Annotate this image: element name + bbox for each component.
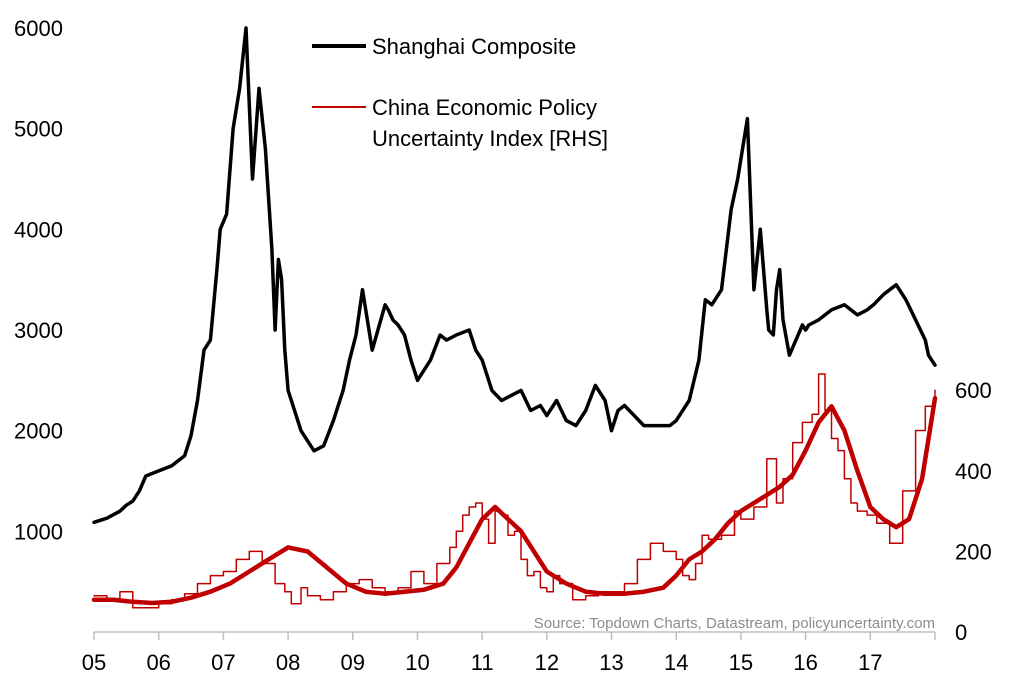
series-line-epu-smoothed: [91, 395, 938, 606]
x-tick-marks: [93, 632, 936, 640]
x-tick-label: 17: [858, 650, 882, 675]
x-tick-label: 15: [729, 650, 753, 675]
right-axis-tick-labels: 0 200 400 600: [955, 378, 992, 645]
left-axis-tick-label: 1000: [14, 519, 63, 544]
x-tick-label: 07: [211, 650, 235, 675]
x-tick-label: 11: [471, 650, 494, 675]
left-axis-tick-label: 5000: [14, 117, 63, 142]
legend: Shanghai Composite China Economic Policy…: [312, 34, 608, 151]
left-axis-tick-label: 4000: [14, 217, 63, 242]
right-axis-tick-label: 0: [955, 620, 967, 645]
x-tick-labels: 05 06 07 08 09 10 11 12 13 14 15 16 17: [82, 650, 883, 675]
x-tick-label: 06: [146, 650, 170, 675]
legend-label-epu-line2: Uncertainty Index [RHS]: [372, 126, 608, 151]
x-tick-label: 12: [535, 650, 559, 675]
x-tick-label: 14: [664, 650, 688, 675]
x-tick-label: 10: [405, 650, 429, 675]
legend-label-epu-line1: China Economic Policy: [372, 95, 597, 120]
x-tick-label: 16: [793, 650, 817, 675]
left-axis-tick-label: 2000: [14, 419, 63, 444]
left-axis-tick-label: 6000: [14, 16, 63, 41]
left-axis-tick-label: 3000: [14, 318, 63, 343]
x-tick-label: 08: [276, 650, 300, 675]
x-tick-label: 05: [82, 650, 106, 675]
series-line-shanghai-composite: [92, 26, 937, 525]
x-tick-label: 09: [341, 650, 365, 675]
legend-label-shanghai: Shanghai Composite: [372, 34, 576, 59]
right-axis-tick-label: 200: [955, 539, 992, 564]
left-axis-tick-labels: 1000 2000 3000 4000 5000 6000: [14, 16, 63, 544]
right-axis-tick-label: 600: [955, 378, 992, 403]
series-lines: [91, 26, 938, 609]
source-note: Source: Topdown Charts, Datastream, poli…: [534, 615, 935, 632]
series-line-epu-index: [93, 373, 936, 609]
x-tick-label: 13: [599, 650, 623, 675]
right-axis-tick-label: 400: [955, 459, 992, 484]
